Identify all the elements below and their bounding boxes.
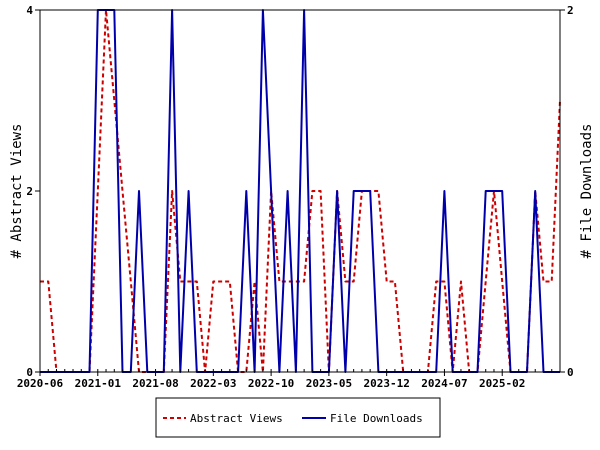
x-tick-label: 2025-02 xyxy=(479,377,525,390)
x-tick-label: 2023-12 xyxy=(363,377,409,390)
ticks-group: 2020-06 2021-01 2021-08 2022-03 2022-10 2023-… xyxy=(17,4,574,390)
legend-label-file-downloads: File Downloads xyxy=(330,412,423,425)
x-tick-label: 2022-10 xyxy=(248,377,294,390)
y-left-tick-label: 4 xyxy=(26,4,33,17)
y-right-tick-label: 2 xyxy=(567,4,574,17)
legend-label-abstract-views: Abstract Views xyxy=(190,412,283,425)
series-line-abstract-views xyxy=(40,9,561,373)
x-tick-label: 2022-03 xyxy=(190,377,236,390)
x-tick-label: 2023-05 xyxy=(306,377,352,390)
x-tick-label: 2021-01 xyxy=(75,377,122,390)
x-tick-label: 2021-08 xyxy=(132,377,178,390)
legend: Abstract Views File Downloads xyxy=(155,397,441,438)
legend-box xyxy=(155,397,441,438)
left-axis-title: # Abstract Views xyxy=(9,124,25,259)
y-left-tick-label: 2 xyxy=(26,185,33,198)
x-tick-label: 2020-06 xyxy=(17,377,64,390)
x-tick-label: 2024-07 xyxy=(421,377,467,390)
y-right-tick-label: 0 xyxy=(567,366,574,379)
y-left-tick-label: 0 xyxy=(26,366,33,379)
right-axis-title: # File Downloads xyxy=(579,124,595,259)
